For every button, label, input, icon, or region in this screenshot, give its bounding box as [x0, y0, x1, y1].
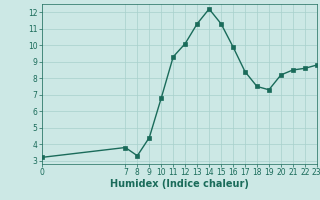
X-axis label: Humidex (Indice chaleur): Humidex (Indice chaleur) [110, 179, 249, 189]
